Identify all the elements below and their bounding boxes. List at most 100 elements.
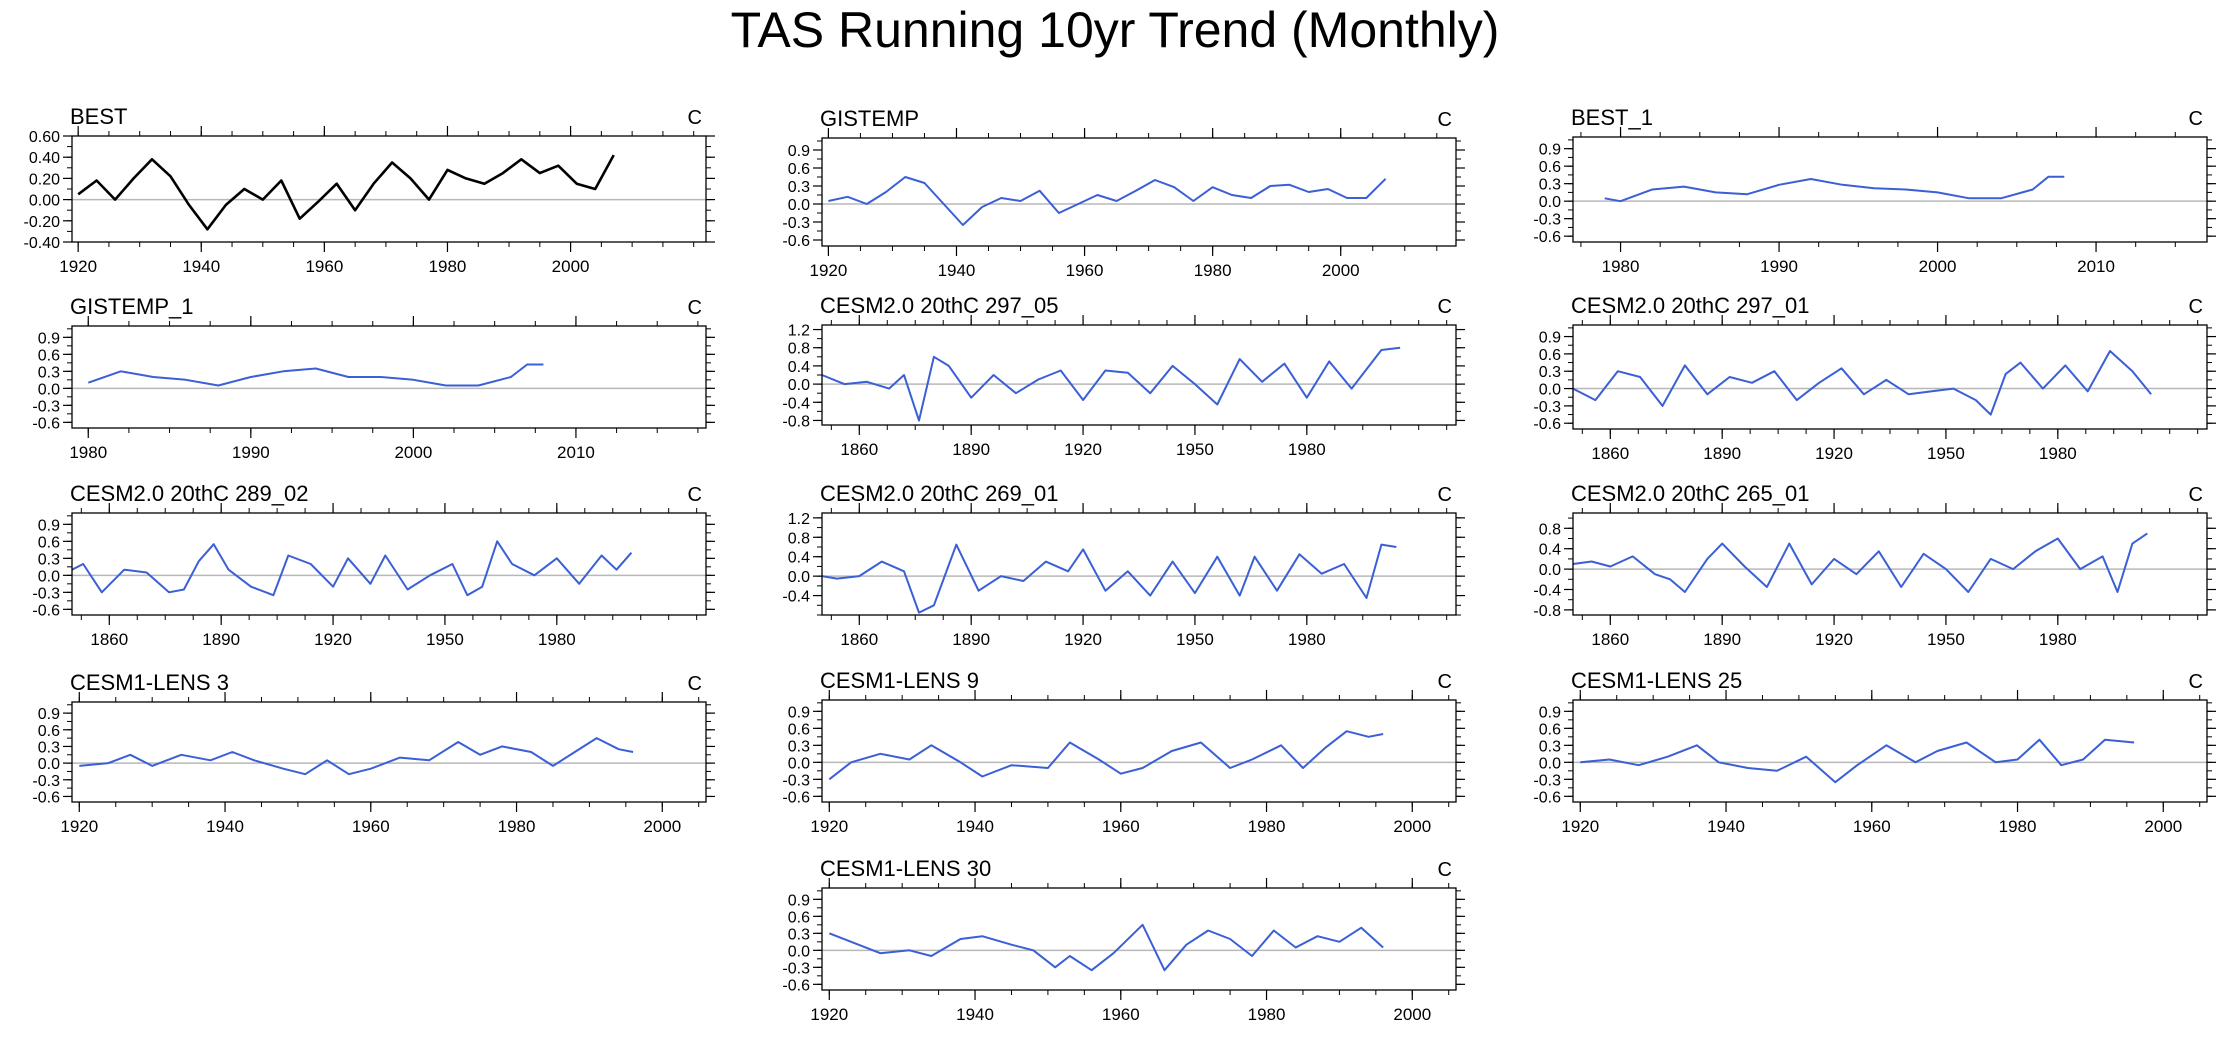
y-tick-label: -0.8 bbox=[1533, 603, 1561, 620]
y-tick-label: 0.6 bbox=[1539, 721, 1561, 738]
x-tick-label: 1950 bbox=[1927, 444, 1965, 463]
x-tick-label: 1860 bbox=[90, 630, 128, 649]
x-tick-label: 1950 bbox=[1927, 630, 1965, 649]
panel-title: CESM1-LENS 25 bbox=[1571, 668, 1742, 693]
y-tick-label: 0.9 bbox=[788, 892, 810, 909]
x-tick-label: 1860 bbox=[1591, 444, 1629, 463]
x-tick-label: 2000 bbox=[394, 443, 432, 462]
panel-title: CESM2.0 20thC 297_05 bbox=[820, 293, 1059, 318]
x-tick-label: 1980 bbox=[1248, 817, 1286, 836]
y-tick-label: 0.6 bbox=[1539, 347, 1561, 364]
series-line bbox=[821, 346, 1401, 422]
y-tick-label: -0.6 bbox=[32, 602, 60, 619]
plot-frame bbox=[71, 135, 707, 243]
x-tick-label: 1920 bbox=[809, 261, 847, 280]
y-tick-label: 0.9 bbox=[1539, 330, 1561, 347]
y-tick-label: 0.6 bbox=[788, 161, 810, 178]
panel-8: CESM2.0 20thC 269_01 C 1.2 0.8 0.4 0.0 -0.4 186… bbox=[782, 481, 1465, 649]
x-tick-label: 2000 bbox=[552, 257, 590, 276]
x-tick-label: 1890 bbox=[202, 630, 240, 649]
y-tick-label: -0.6 bbox=[782, 233, 810, 250]
x-tick-label: 1960 bbox=[1853, 817, 1891, 836]
plot-frame bbox=[71, 512, 707, 616]
series-line bbox=[1572, 532, 2148, 593]
y-tick-label: -0.6 bbox=[782, 789, 810, 806]
units-label: C bbox=[1438, 671, 1452, 693]
x-tick-label: 1980 bbox=[1194, 261, 1232, 280]
y-tick-label: 0.9 bbox=[788, 704, 810, 721]
x-tick-label: 2000 bbox=[2144, 817, 2182, 836]
panel-6: CESM2.0 20thC 297_01 C 0.90.60.30.0-0.3-0.… bbox=[1533, 293, 2216, 463]
y-tick-label: -0.3 bbox=[1533, 399, 1561, 416]
panel-title: CESM2.0 20thC 265_01 bbox=[1571, 481, 1810, 506]
series-line bbox=[77, 154, 615, 231]
panel-title: CESM1-LENS 30 bbox=[820, 856, 991, 881]
x-tick-label: 1940 bbox=[206, 817, 244, 836]
x-tick-label: 1950 bbox=[1176, 440, 1214, 459]
x-tick-label: 1960 bbox=[305, 257, 343, 276]
y-tick-label: 0.6 bbox=[788, 909, 810, 926]
units-label: C bbox=[1438, 296, 1452, 318]
plot-frame bbox=[821, 324, 1457, 426]
panel-title: GISTEMP bbox=[820, 106, 919, 131]
series-line bbox=[1580, 738, 2135, 784]
chart-main-title: TAS Running 10yr Trend (Monthly) bbox=[730, 2, 1500, 58]
panel-4: GISTEMP_1 C 0.90.60.30.0-0.3-0.6 1980 1990 20… bbox=[32, 294, 715, 462]
y-tick-label: -0.4 bbox=[782, 395, 810, 412]
x-tick-label: 1960 bbox=[1102, 817, 1140, 836]
x-tick-label: 1940 bbox=[956, 817, 994, 836]
y-tick-label: -0.6 bbox=[1533, 416, 1561, 433]
y-tick-label: -0.3 bbox=[1533, 772, 1561, 789]
y-tick-label: 0.00 bbox=[29, 193, 60, 210]
units-label: C bbox=[2189, 108, 2203, 130]
y-tick-label: 0.9 bbox=[788, 143, 810, 160]
x-tick-label: 1860 bbox=[840, 630, 878, 649]
series-line bbox=[828, 176, 1387, 226]
x-tick-label: 1950 bbox=[1176, 630, 1214, 649]
y-tick-label: 0.3 bbox=[1539, 738, 1561, 755]
y-tick-label: 0.0 bbox=[1539, 382, 1561, 399]
y-tick-label: 0.9 bbox=[38, 706, 60, 723]
x-tick-label: 1920 bbox=[59, 257, 97, 276]
x-tick-label: 1890 bbox=[952, 440, 990, 459]
series-line bbox=[1604, 175, 2065, 203]
x-tick-label: 1980 bbox=[538, 630, 576, 649]
plot-frame bbox=[1572, 136, 2208, 243]
series-line bbox=[828, 730, 1384, 781]
y-tick-label: -0.3 bbox=[1533, 212, 1561, 229]
y-tick-label: 0.0 bbox=[38, 381, 60, 398]
y-tick-label: 0.0 bbox=[788, 569, 810, 586]
x-tick-label: 2010 bbox=[2077, 257, 2115, 276]
y-tick-label: 0.9 bbox=[1539, 704, 1561, 721]
panel-title: GISTEMP_1 bbox=[70, 294, 193, 319]
x-tick-label: 1920 bbox=[810, 1005, 848, 1024]
x-tick-label: 1920 bbox=[810, 817, 848, 836]
y-tick-label: 0.4 bbox=[788, 359, 810, 376]
plot-frame bbox=[821, 137, 1457, 247]
x-tick-label: 1940 bbox=[182, 257, 220, 276]
panel-title: BEST_1 bbox=[1571, 105, 1653, 130]
x-tick-label: 1950 bbox=[426, 630, 464, 649]
x-tick-label: 1990 bbox=[1760, 257, 1798, 276]
y-tick-label: 0.3 bbox=[788, 926, 810, 943]
x-tick-label: 1890 bbox=[1703, 630, 1741, 649]
x-tick-label: 1920 bbox=[1064, 440, 1102, 459]
y-tick-label: 0.0 bbox=[1539, 562, 1561, 579]
y-tick-label: 0.3 bbox=[1539, 177, 1561, 194]
units-label: C bbox=[2189, 671, 2203, 693]
panel-title: CESM2.0 20thC 289_02 bbox=[70, 481, 309, 506]
y-tick-label: 0.9 bbox=[38, 330, 60, 347]
units-label: C bbox=[1438, 859, 1452, 881]
x-tick-label: 1980 bbox=[1999, 817, 2037, 836]
x-tick-label: 1860 bbox=[1591, 630, 1629, 649]
x-tick-label: 1940 bbox=[1707, 817, 1745, 836]
x-tick-label: 1980 bbox=[2039, 630, 2077, 649]
y-tick-label: 0.6 bbox=[1539, 159, 1561, 176]
y-tick-label: 0.3 bbox=[788, 179, 810, 196]
y-tick-label: 0.0 bbox=[788, 943, 810, 960]
panel-2: GISTEMP C 0.90.60.30.0-0.3-0.6 1920 1940 1960… bbox=[782, 106, 1465, 280]
y-tick-label: -0.3 bbox=[782, 215, 810, 232]
